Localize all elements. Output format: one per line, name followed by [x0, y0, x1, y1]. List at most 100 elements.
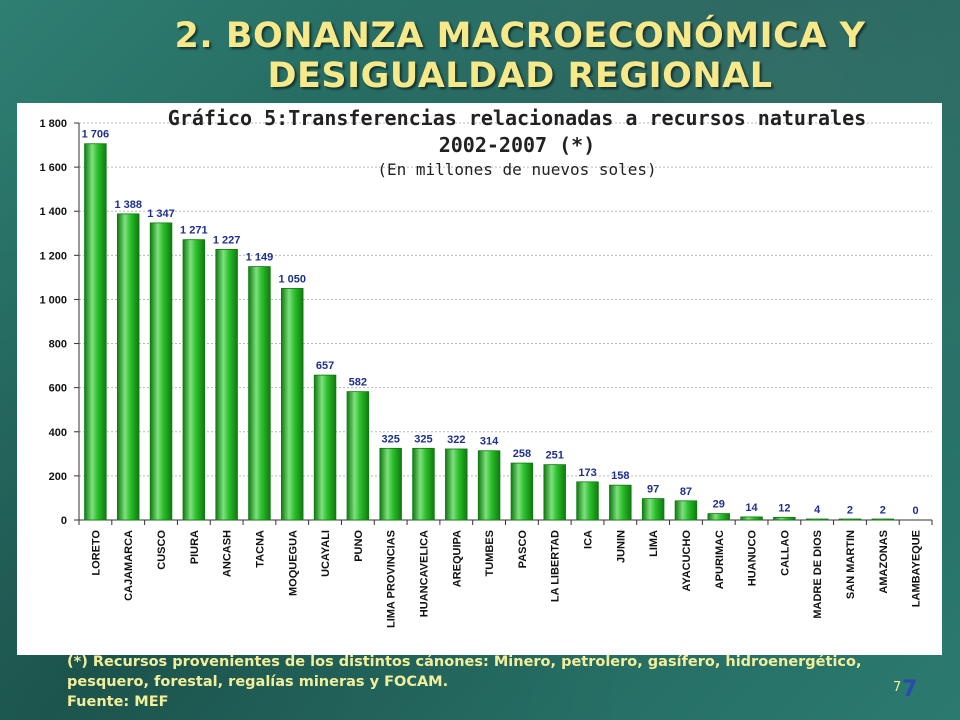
y-tick-label: 1 800	[39, 118, 67, 130]
bar	[445, 448, 468, 521]
data-label: 14	[745, 502, 758, 514]
x-tick-label: UCAYALI	[320, 530, 332, 577]
footnote-line2: pesquero, forestal, regalías mineras y F…	[67, 674, 449, 690]
x-tick-label: LIMA PROVINCIAS	[386, 530, 398, 628]
x-tick-label: APURIMAC	[714, 530, 726, 589]
y-tick-label: 0	[61, 515, 67, 527]
data-label: 4	[814, 504, 821, 516]
data-label: 1 050	[278, 273, 306, 285]
data-label: 87	[680, 486, 692, 498]
x-tick-label: MADRE DE DIOS	[812, 530, 824, 619]
bar	[740, 516, 763, 521]
data-label: 325	[414, 433, 432, 445]
bar	[346, 391, 370, 521]
bar	[674, 500, 698, 521]
x-tick-label: HUANCAVELICA	[418, 530, 430, 617]
chart-title-line2: 2002-2007 (*)	[438, 133, 596, 157]
x-tick-label: HUANUCO	[747, 530, 759, 587]
y-tick-label: 1 600	[39, 162, 67, 174]
page-number: 7	[902, 677, 918, 702]
x-tick-label: LA LIBERTAD	[550, 530, 562, 602]
chart-subtitle: (En millones de nuevos soles)	[377, 160, 657, 179]
y-tick-label: 800	[49, 339, 67, 351]
bar	[182, 239, 206, 521]
bar-chart: 1 706 1 388 1 347 1 271 1 227 1 149 1 050 657 58…	[39, 118, 933, 628]
bar	[149, 222, 173, 521]
bar	[543, 464, 566, 521]
y-tick-labels: 0 200 400 600 800 1 000 1 200 1 400 1 600 1 800	[39, 118, 67, 527]
bar	[805, 518, 829, 521]
x-tick-label: ICA	[583, 530, 595, 549]
x-tick-label: AREQUIPA	[451, 530, 463, 587]
data-label: 582	[349, 377, 367, 389]
data-label: 314	[480, 436, 499, 448]
y-tick-label: 200	[49, 471, 67, 483]
x-tick-label: LAMBAYEQUE	[911, 530, 923, 607]
data-labels: 1 706 1 388 1 347 1 271 1 227 1 149 1 050 657 58…	[82, 129, 919, 517]
x-tick-label: PIURA	[189, 530, 201, 564]
bar	[609, 484, 632, 521]
bar	[838, 518, 862, 521]
bar	[773, 516, 796, 521]
data-label: 657	[316, 360, 334, 372]
data-label: 322	[447, 434, 465, 446]
x-tick-label: MOQUEGUA	[287, 530, 299, 596]
x-tick-label: JUNIN	[615, 530, 627, 563]
bar	[510, 462, 534, 521]
bar	[477, 450, 501, 521]
data-label: 1 149	[246, 252, 274, 264]
data-label: 0	[913, 505, 919, 517]
data-label: 1 271	[180, 225, 208, 237]
bar	[248, 266, 271, 521]
data-label: 12	[778, 502, 790, 514]
x-tick-labels: LORETO CAJAMARCA CUSCO PIURA ANCASH TACNA MOQU…	[90, 530, 922, 628]
chart-title-block: Gráfico 5:Transferencias relacionadas a …	[137, 105, 897, 181]
y-tick-label: 1 400	[39, 206, 67, 218]
bar	[84, 143, 107, 521]
bar	[707, 513, 730, 521]
data-label: 29	[713, 499, 725, 511]
data-label: 1 388	[114, 199, 142, 211]
x-tick-label: PUNO	[353, 530, 365, 562]
x-tick-label: ANCASH	[222, 530, 234, 577]
x-tick-label: TACNA	[254, 530, 266, 568]
x-tick-label: AYACUCHO	[681, 530, 693, 592]
bar	[641, 498, 665, 521]
chart-title: Gráfico 5:Transferencias relacionadas a …	[167, 106, 867, 130]
footnote-line1: (*) Recursos provenientes de los distint…	[67, 654, 862, 670]
x-tick-label: SAN MARTIN	[845, 530, 857, 599]
data-label: 2	[847, 505, 853, 517]
data-label: 1 706	[82, 129, 110, 141]
footnote: (*) Recursos provenientes de los distint…	[67, 652, 887, 712]
data-label: 251	[546, 450, 564, 462]
y-tick-label: 1 200	[39, 250, 67, 262]
bars	[84, 143, 895, 521]
y-tick-label: 600	[49, 383, 67, 395]
bar	[215, 248, 238, 521]
bar	[116, 213, 140, 521]
x-tick-label: CAJAMARCA	[123, 530, 135, 601]
slide-title-line1: 2. BONANZA MACROECONÓMICA Y	[174, 16, 866, 56]
page-number-small: 7	[893, 680, 902, 695]
y-tick-label: 1 000	[39, 294, 67, 306]
data-label: 1 347	[147, 208, 175, 220]
footnote-source: Fuente: MEF	[67, 694, 169, 710]
x-tick-label: LORETO	[90, 530, 102, 576]
slide-title: 2. BONANZA MACROECONÓMICA Y DESIGUALDAD …	[90, 16, 950, 96]
x-tick-label: AMAZONAS	[878, 530, 890, 594]
bar	[379, 447, 402, 521]
x-tick-label: LIMA	[648, 530, 660, 557]
slide-title-line2: DESIGUALDAD REGIONAL	[267, 56, 773, 96]
bar	[576, 481, 599, 521]
chart-panel: 1 706 1 388 1 347 1 271 1 227 1 149 1 050 657 58…	[17, 103, 942, 655]
x-tick-label: TUMBES	[484, 530, 496, 576]
x-tick-label: CALLAO	[779, 530, 791, 576]
data-label: 2	[880, 505, 886, 517]
y-tick-label: 400	[49, 427, 67, 439]
bar	[313, 374, 337, 521]
data-label: 97	[647, 484, 659, 496]
data-label: 325	[381, 433, 399, 445]
bar	[871, 518, 895, 521]
data-label: 158	[611, 470, 629, 482]
data-label: 258	[513, 448, 531, 460]
